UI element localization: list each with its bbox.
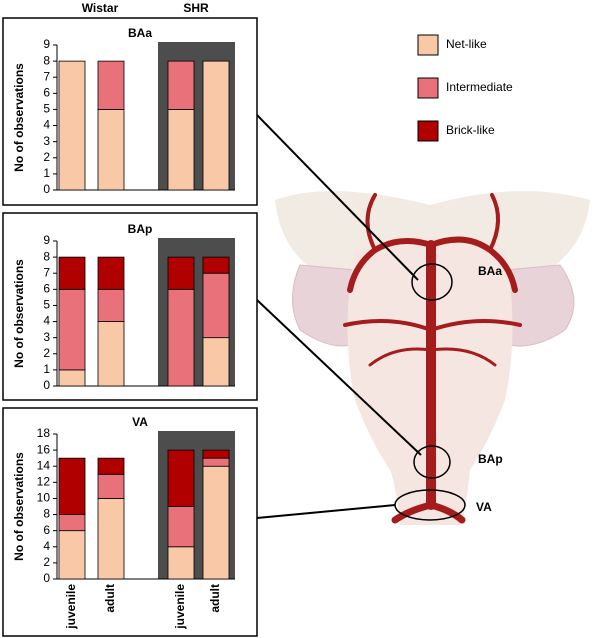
- bar-segment: [97, 457, 125, 475]
- bar-segment: [97, 288, 125, 322]
- bar-segment: [202, 457, 230, 467]
- bar-segment: [202, 60, 230, 191]
- y-tick-label: 2: [43, 346, 50, 360]
- y-tick-label: 4: [43, 539, 50, 553]
- y-tick-label: 6: [43, 86, 50, 100]
- y-tick-label: 5: [43, 298, 50, 312]
- y-tick-label: 6: [43, 282, 50, 296]
- bar-segment: [167, 60, 195, 110]
- illustration-label: BAa: [478, 264, 502, 278]
- bar-segment: [58, 256, 86, 290]
- chart-title: BAp: [128, 222, 153, 236]
- x-tick-label: adult: [103, 584, 117, 613]
- bar-segment: [58, 60, 86, 191]
- legend-label: Net-like: [446, 37, 487, 51]
- legend-swatch: [417, 120, 439, 142]
- bar-segment: [97, 473, 125, 499]
- y-tick-label: 12: [37, 475, 51, 489]
- y-tick-label: 9: [43, 233, 50, 247]
- chart-title: VA: [132, 415, 148, 429]
- y-tick-label: 8: [43, 53, 50, 67]
- bar-segment: [58, 288, 86, 371]
- chart-title: BAa: [128, 26, 152, 40]
- legend-swatch: [417, 77, 439, 99]
- y-tick-label: 0: [43, 571, 50, 585]
- bar-segment: [97, 256, 125, 290]
- bar-segment: [97, 321, 125, 387]
- legend-label: Brick-like: [446, 123, 495, 137]
- connector: [256, 114, 419, 281]
- y-tick-label: 6: [43, 523, 50, 537]
- bar-segment: [97, 109, 125, 191]
- lobe-left: [292, 264, 356, 347]
- circle-baa: [411, 263, 453, 301]
- bar-segment: [202, 465, 230, 580]
- bar-segment: [97, 498, 125, 580]
- y-tick-label: 1: [43, 362, 50, 376]
- y-tick-label: 18: [37, 426, 51, 440]
- y-tick-label: 0: [43, 378, 50, 392]
- y-tick-label: 4: [43, 118, 50, 132]
- y-tick-label: 1: [43, 166, 50, 180]
- bar-segment: [202, 256, 230, 274]
- y-tick-label: 5: [43, 102, 50, 116]
- x-tick-label: juvenile: [64, 584, 78, 630]
- y-tick-label: 3: [43, 134, 50, 148]
- legend-label: Intermediate: [446, 80, 513, 94]
- brain-illustration: BAa BAp VA: [256, 114, 590, 525]
- bar-segment: [167, 288, 195, 387]
- bar-segment: [167, 546, 195, 580]
- bar-segment: [58, 530, 86, 580]
- y-axis-label: No of observations: [12, 259, 26, 368]
- circle-bap: [413, 445, 451, 479]
- y-tick-label: 4: [43, 314, 50, 328]
- bar-segment: [202, 449, 230, 459]
- bar-segment: [167, 109, 195, 191]
- y-tick-label: 7: [43, 69, 50, 83]
- y-tick-label: 2: [43, 150, 50, 164]
- y-tick-label: 14: [37, 458, 51, 472]
- arteries: [343, 193, 522, 524]
- y-axis-label: No of observations: [12, 452, 26, 561]
- y-tick-label: 3: [43, 330, 50, 344]
- y-axis-label: No of observations: [12, 63, 26, 172]
- y-tick-label: 0: [43, 182, 50, 196]
- lobe-right: [504, 264, 575, 347]
- bar-segment: [58, 514, 86, 532]
- y-tick-label: 16: [37, 442, 51, 456]
- bar-segment: [58, 457, 86, 515]
- connector: [256, 299, 422, 456]
- bar-segment: [167, 506, 195, 548]
- illustration-label: VA: [476, 500, 492, 514]
- bar-segment: [202, 337, 230, 387]
- y-tick-label: 2: [43, 555, 50, 569]
- connector: [256, 504, 396, 519]
- bar-segment: [97, 60, 125, 110]
- y-tick-label: 8: [43, 507, 50, 521]
- bar-segment: [167, 256, 195, 290]
- y-tick-label: 7: [43, 265, 50, 279]
- y-tick-label: 9: [43, 37, 50, 51]
- x-tick-label: adult: [208, 584, 222, 613]
- y-tick-label: 8: [43, 249, 50, 263]
- legend-swatch: [417, 34, 439, 56]
- bar-segment: [167, 449, 195, 507]
- bar-segment: [58, 369, 86, 387]
- y-tick-label: 10: [37, 491, 51, 505]
- group-label: Wistar: [82, 1, 119, 15]
- bar-segment: [202, 272, 230, 339]
- illustration-label: BAp: [478, 452, 503, 466]
- group-label: SHR: [183, 1, 209, 15]
- x-tick-label: juvenile: [173, 584, 187, 630]
